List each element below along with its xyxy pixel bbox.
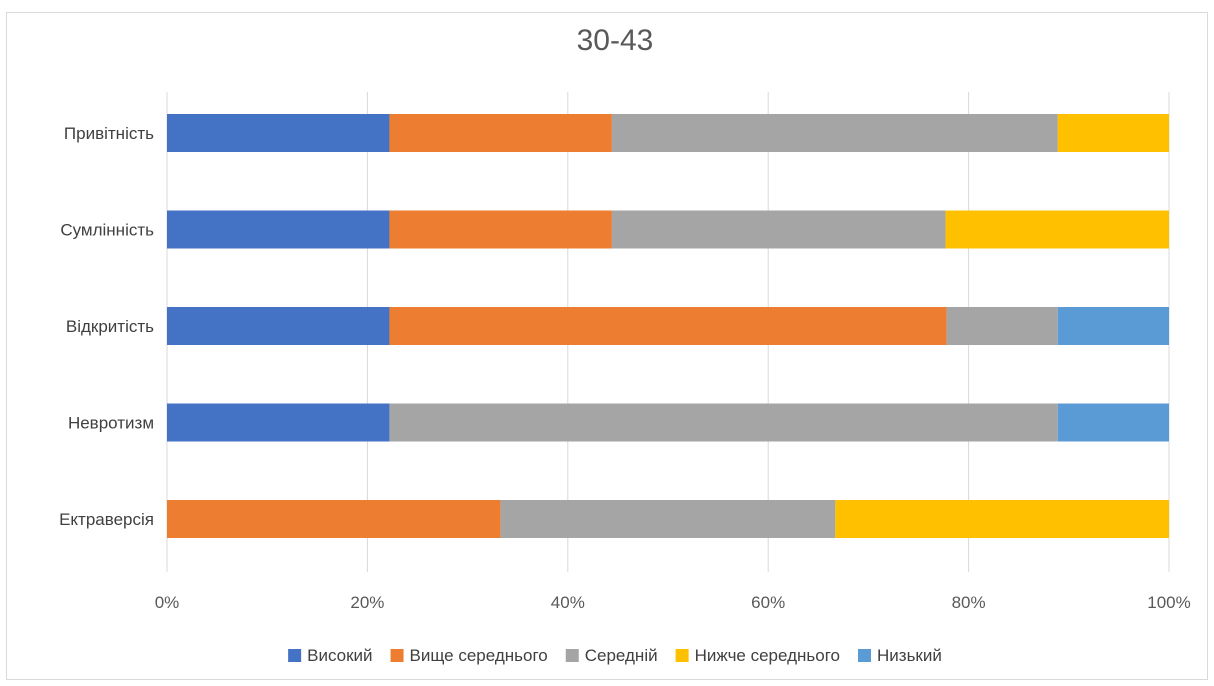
bar-segment (500, 500, 836, 538)
legend-swatch (675, 649, 689, 662)
legend-label: Високий (307, 646, 372, 665)
bar-segment (611, 114, 1058, 152)
bar-segment (167, 114, 390, 152)
x-tick-labels: 0% 20% 40% 60% 80% 100% (155, 593, 1191, 612)
legend: Високий Вище середнього Середній Нижче сере… (288, 646, 942, 665)
bar-segment (389, 114, 612, 152)
bar-segment (389, 307, 947, 345)
bar-segment (1057, 307, 1169, 345)
category-label: Невротизм (68, 414, 154, 433)
x-tick-label: 0% (155, 593, 180, 612)
category-label: Ектраверсія (59, 510, 154, 529)
legend-swatch (288, 649, 302, 662)
x-tick-label: 40% (551, 593, 585, 612)
legend-label: Низький (877, 646, 942, 665)
bar-segment (167, 210, 390, 249)
bar-segment (611, 210, 946, 249)
bar-segment (835, 500, 1169, 538)
bar-segment (389, 210, 612, 249)
x-tick-label: 80% (952, 593, 986, 612)
legend-swatch (390, 649, 404, 662)
category-labels: Привітність Сумлінність Відкритість Невроти… (59, 124, 154, 529)
bars (167, 114, 1169, 538)
legend-swatch (565, 649, 579, 662)
bar-segment (167, 307, 390, 345)
bar-segment (167, 500, 501, 538)
x-tick-label: 20% (350, 593, 384, 612)
legend-label: Середній (585, 646, 658, 665)
bar-segment (946, 307, 1058, 345)
legend-swatch (858, 649, 872, 662)
chart-title: 30-43 (577, 24, 654, 57)
category-label: Сумлінність (60, 221, 154, 240)
bar-segment (1057, 114, 1169, 152)
bar-segment (167, 403, 390, 442)
category-label: Відкритість (66, 317, 154, 336)
bar-segment (945, 210, 1169, 249)
legend-label: Вище середнього (410, 646, 548, 665)
bar-segment (1057, 403, 1169, 442)
category-label: Привітність (64, 124, 154, 143)
bar-segment (389, 403, 1058, 442)
x-tick-label: 100% (1147, 593, 1190, 612)
legend-label: Нижче середнього (695, 646, 840, 665)
x-tick-label: 60% (751, 593, 785, 612)
